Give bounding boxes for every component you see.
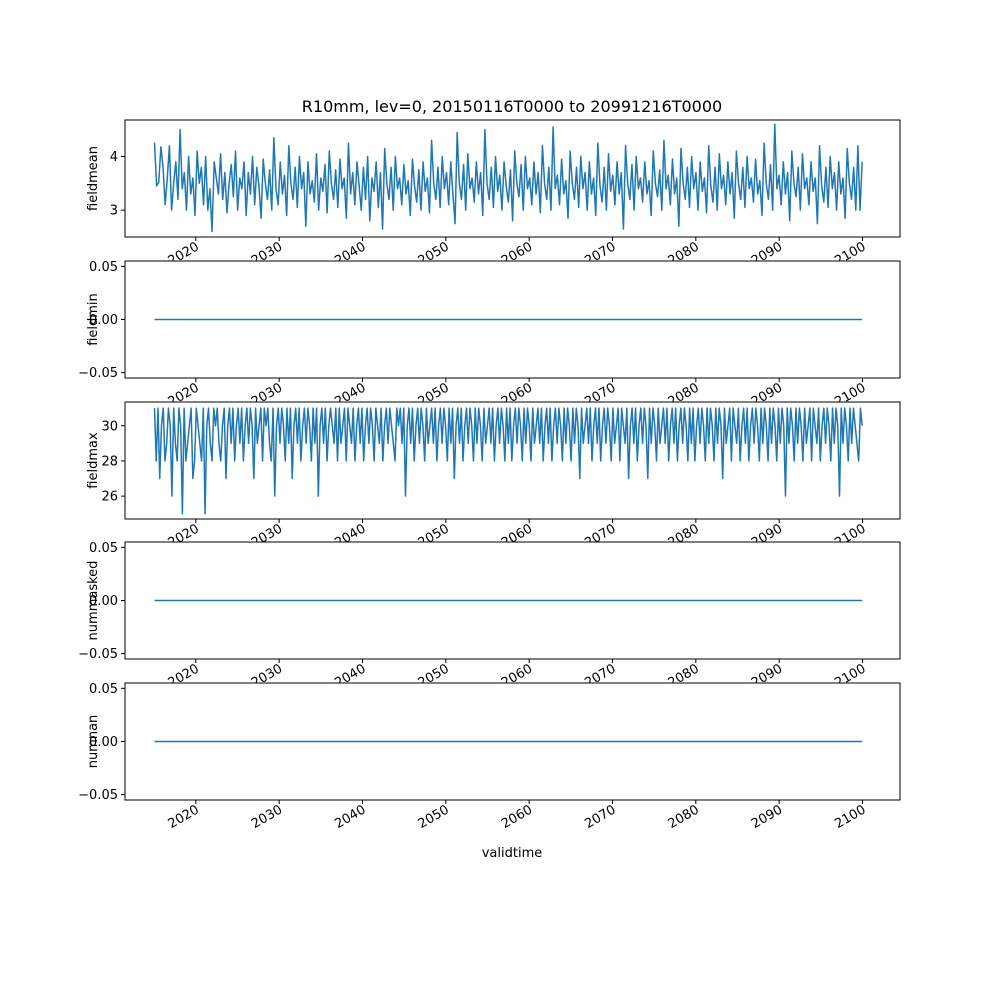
panel-numnan: −0.05 0.00 0.05 numnan 2020 2030 2040 2050 2060 2… (78, 682, 901, 832)
y-tick-label: 0.05 (89, 260, 118, 275)
y-tick-label: 28 (101, 454, 118, 469)
y-axis-label-fieldmax: fieldmax (86, 432, 101, 489)
x-tick-label: 2080 (666, 802, 702, 832)
x-tick-label: 2090 (749, 802, 785, 832)
y-axis-label-fieldmin: fieldmin (86, 293, 101, 346)
y-axis-label-numnan: numnan (86, 715, 101, 769)
y-tick-label: 4 (110, 150, 118, 165)
y-tick-label: 0.05 (89, 682, 118, 697)
chart-title: R10mm, lev=0, 20150116T0000 to 20991216T… (302, 97, 722, 116)
x-tick-label: 2070 (582, 802, 618, 832)
y-tick-label: −0.05 (78, 647, 118, 662)
axes-frame-fieldmean (124, 119, 901, 238)
subplots: 3 4 fieldmean 2020 2030 2040 2050 2060 2070 2080 2… (78, 119, 901, 832)
y-tick-label: 3 (110, 204, 118, 219)
y-axis-label-fieldmean: fieldmean (86, 146, 101, 211)
x-tick-label: 2020 (166, 802, 202, 832)
y-tick-label: 26 (101, 490, 118, 505)
series-line-fieldmax (153, 407, 863, 515)
y-tick-label: 30 (101, 419, 118, 434)
x-tick-label: 2100 (832, 802, 868, 832)
x-tick-label: 2040 (332, 802, 368, 832)
y-tick-label: −0.05 (78, 366, 118, 381)
y-tick-label: 0.00 (89, 313, 118, 328)
y-tick-label: 0.00 (89, 735, 118, 750)
x-axis-label: validtime (482, 846, 543, 861)
y-axis-label-nummasked: nummasked (86, 561, 101, 641)
series-line-fieldmean (153, 123, 863, 233)
y-tick-label: 0.00 (89, 594, 118, 609)
x-tick-label: 2060 (499, 802, 535, 832)
y-tick-label: 0.05 (89, 541, 118, 556)
x-tick-label: 2030 (249, 802, 285, 832)
x-tick-label: 2050 (416, 802, 452, 832)
y-tick-label: −0.05 (78, 788, 118, 803)
